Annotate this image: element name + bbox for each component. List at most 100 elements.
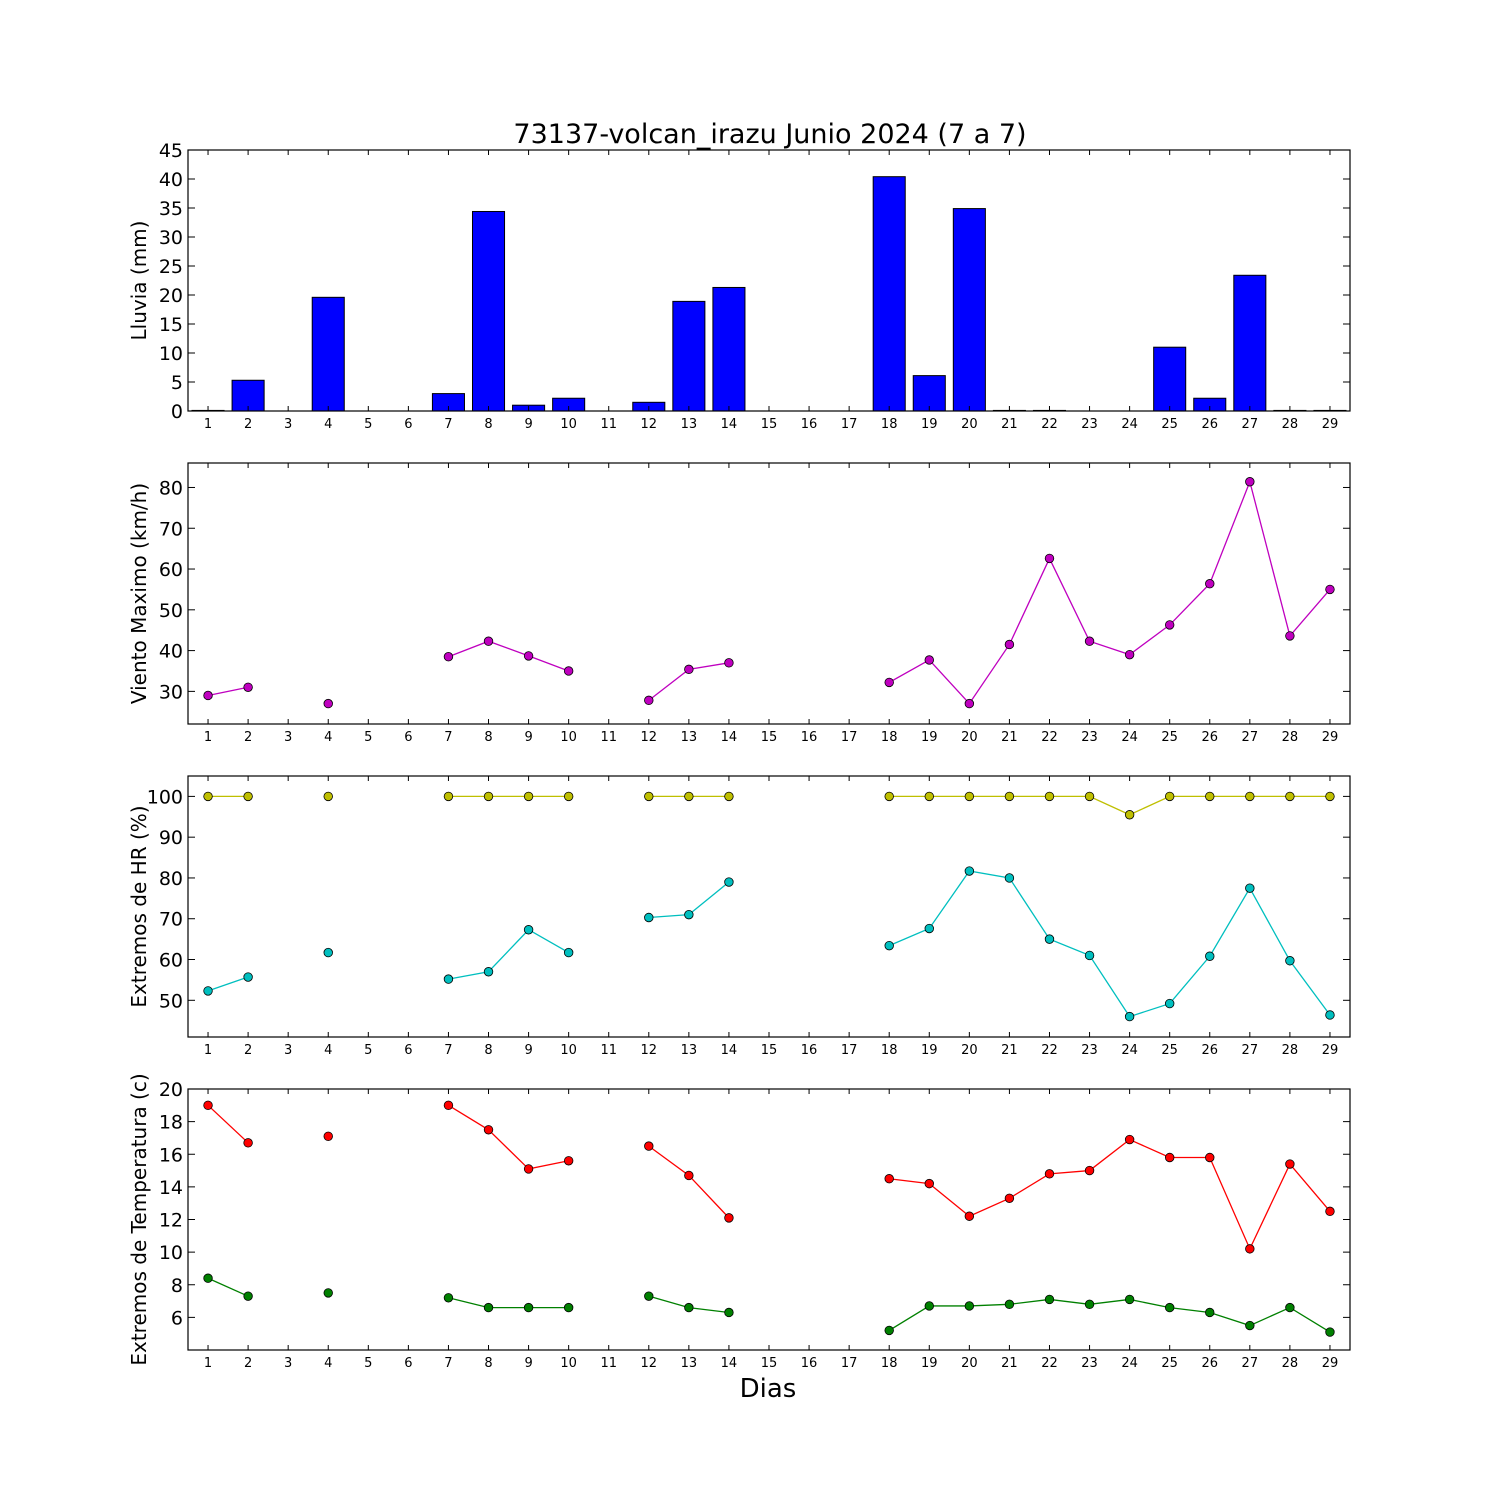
series-1-point-day-13 xyxy=(684,1170,694,1181)
series-2-point-day-10 xyxy=(563,947,574,958)
x-tick-label: 27 xyxy=(1242,1356,1259,1371)
x-tick-label: 10 xyxy=(560,1356,577,1371)
series-1-line xyxy=(207,686,249,697)
series-2-point-day-2 xyxy=(243,1291,253,1301)
series-1-line xyxy=(889,1138,1331,1251)
x-tick-label: 1 xyxy=(204,730,212,745)
x-tick-label: 18 xyxy=(881,1356,898,1371)
x-tick-label: 10 xyxy=(560,1043,577,1058)
x-tick-label: 6 xyxy=(404,1356,412,1371)
series-1-point-day-10 xyxy=(563,791,574,802)
x-tick-label: 5 xyxy=(364,730,372,745)
x-tick-label: 16 xyxy=(801,417,818,432)
series-1-point-day-4 xyxy=(323,791,333,802)
x-tick-label: 3 xyxy=(284,1043,292,1058)
x-tick-label: 17 xyxy=(841,417,858,432)
x-tick-label: 16 xyxy=(801,730,818,745)
series-2-line xyxy=(888,1298,1331,1333)
series-1-point-day-4 xyxy=(323,1131,333,1142)
x-tick-label: 7 xyxy=(444,417,452,432)
series-1-line xyxy=(448,1104,569,1170)
x-tick-label: 21 xyxy=(1001,730,1018,745)
series-2-point-day-21 xyxy=(1004,1299,1015,1310)
y-tick-label: 16 xyxy=(159,1144,183,1166)
x-tick-label: 7 xyxy=(444,730,452,745)
bar-day-25 xyxy=(1153,346,1187,412)
y-tick-label: 70 xyxy=(159,518,183,540)
x-tick-label: 23 xyxy=(1081,417,1098,432)
series-1-point-day-24 xyxy=(1124,810,1135,820)
series-2-point-day-8 xyxy=(483,967,494,977)
series-1-point-day-21 xyxy=(1004,791,1015,802)
x-tick-label: 4 xyxy=(324,417,332,432)
series-2-point-day-19 xyxy=(924,1301,934,1311)
y-axis-label: Extremos de Temperatura (c) xyxy=(127,1073,151,1365)
bar-day-2 xyxy=(231,379,265,412)
x-tick-label: 6 xyxy=(404,730,412,745)
x-tick-label: 15 xyxy=(761,1043,778,1058)
series-2-point-day-29 xyxy=(1325,1010,1335,1020)
x-tick-label: 22 xyxy=(1041,1356,1058,1371)
series-1-point-day-14 xyxy=(724,791,734,802)
series-2-point-day-1 xyxy=(203,1273,213,1283)
bar-day-19 xyxy=(912,375,946,412)
x-tick-label: 29 xyxy=(1322,730,1339,745)
x-tick-label: 17 xyxy=(841,1043,858,1058)
x-tick-label: 13 xyxy=(681,1356,698,1371)
series-1-point-day-28 xyxy=(1285,1159,1295,1169)
series-2-point-day-24 xyxy=(1124,1294,1135,1305)
x-tick-label: 4 xyxy=(324,730,332,745)
y-tick-label: 60 xyxy=(159,559,183,581)
series-1-point-day-2 xyxy=(243,1138,253,1148)
series-2-point-day-28 xyxy=(1285,956,1295,966)
x-tick-label: 29 xyxy=(1322,1043,1339,1058)
series-1-point-day-23 xyxy=(1084,791,1095,802)
series-1-point-day-12 xyxy=(644,695,654,706)
series-2-point-day-20 xyxy=(964,866,975,876)
x-tick-label: 14 xyxy=(721,1043,738,1058)
series-1-point-day-21 xyxy=(1004,639,1015,650)
x-tick-label: 2 xyxy=(244,417,252,432)
bar-day-14 xyxy=(712,286,746,412)
x-tick-label: 3 xyxy=(284,730,292,745)
x-tick-label: 24 xyxy=(1121,417,1138,432)
x-tick-label: 9 xyxy=(524,730,532,745)
series-2-point-day-12 xyxy=(644,912,654,923)
x-tick-label: 29 xyxy=(1322,417,1339,432)
y-tick-label: 80 xyxy=(159,477,183,499)
x-tick-label: 22 xyxy=(1041,730,1058,745)
x-tick-label: 12 xyxy=(641,417,658,432)
series-2-point-day-25 xyxy=(1164,1302,1175,1313)
series-1-point-day-25 xyxy=(1164,620,1175,630)
series-1-point-day-18 xyxy=(884,1174,894,1184)
series-2-point-day-27 xyxy=(1245,1320,1255,1331)
x-tick-label: 13 xyxy=(681,730,698,745)
x-tick-label: 16 xyxy=(801,1356,818,1371)
series-1-point-day-12 xyxy=(644,1141,654,1151)
series-1-point-day-8 xyxy=(483,636,494,646)
y-tick-label: 14 xyxy=(159,1177,183,1199)
x-tick-label: 5 xyxy=(364,417,372,432)
series-2-point-day-23 xyxy=(1084,950,1095,961)
x-tick-label: 1 xyxy=(204,417,212,432)
x-tick-label: 5 xyxy=(364,1356,372,1371)
x-tick-label: 24 xyxy=(1121,1043,1138,1058)
series-2-point-day-9 xyxy=(523,925,534,935)
series-1-point-day-25 xyxy=(1164,791,1175,802)
series-1-point-day-27 xyxy=(1245,1244,1255,1254)
x-tick-label: 20 xyxy=(961,417,978,432)
x-tick-label: 18 xyxy=(881,1043,898,1058)
series-1-point-day-12 xyxy=(644,791,654,802)
x-tick-label: 15 xyxy=(761,1356,778,1371)
series-2-point-day-14 xyxy=(724,877,734,887)
y-tick-label: 40 xyxy=(159,169,183,191)
series-2-point-day-21 xyxy=(1004,873,1015,883)
series-1-point-day-28 xyxy=(1285,631,1295,641)
series-1-point-day-8 xyxy=(483,791,494,802)
bar-day-18 xyxy=(872,176,906,412)
y-tick-label: 12 xyxy=(159,1210,183,1232)
y-tick-label: 50 xyxy=(159,600,183,622)
x-tick-label: 6 xyxy=(404,1043,412,1058)
series-1-point-day-25 xyxy=(1164,1152,1175,1163)
